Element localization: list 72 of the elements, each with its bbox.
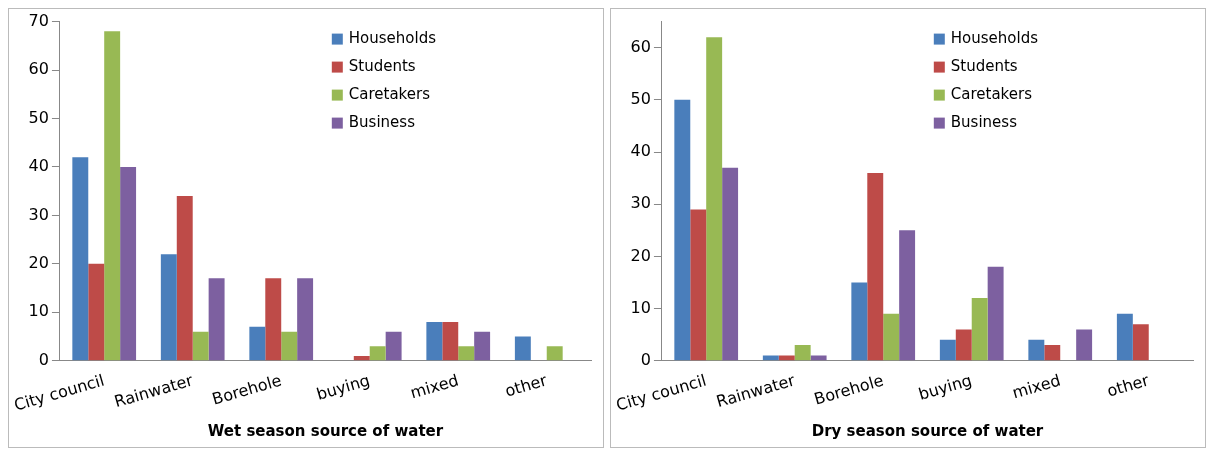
legend-label: Households (950, 29, 1039, 48)
y-tick-label: 40 (28, 156, 49, 176)
legend-label: Caretakers (950, 85, 1033, 104)
bar (987, 266, 1004, 361)
bar (1044, 345, 1061, 361)
bar (249, 326, 266, 361)
bar (971, 298, 988, 361)
bar (104, 31, 121, 361)
bar (474, 331, 491, 361)
x-tick-label: other (502, 370, 550, 401)
bar (883, 313, 900, 361)
y-tick-label: 0 (38, 349, 49, 369)
y-tick-label: 50 (630, 89, 651, 109)
bar (192, 331, 209, 361)
bar (674, 99, 691, 361)
y-tick-label: 10 (630, 297, 651, 317)
y-tick-label: 70 (28, 10, 49, 30)
y-tick-label: 30 (630, 193, 651, 213)
bar (297, 278, 314, 361)
y-tick-label: 40 (630, 141, 651, 161)
bar (176, 196, 193, 361)
y-tick-label: 0 (640, 349, 651, 369)
x-tick-label: mixed (408, 370, 461, 403)
bar (514, 336, 531, 361)
y-tick-label: 50 (28, 107, 49, 127)
legend-label: Students (950, 57, 1018, 76)
legend-label: Students (348, 57, 416, 76)
bar (1076, 329, 1093, 361)
bar (369, 346, 386, 361)
legend-label: Households (348, 29, 437, 48)
y-tick-label: 30 (28, 204, 49, 224)
y-tick-label: 60 (28, 59, 49, 79)
bar (546, 346, 563, 361)
legend-label: Business (950, 113, 1018, 132)
x-tick-label: City council (11, 370, 107, 415)
x-tick-label: mixed (1010, 370, 1063, 403)
bar (88, 263, 105, 361)
legend-label: Caretakers (348, 85, 431, 104)
bar (353, 355, 370, 361)
bar (1116, 313, 1133, 361)
y-tick-label: 10 (28, 301, 49, 321)
bar (281, 331, 298, 361)
legend-label: Business (348, 113, 416, 132)
bar (1132, 324, 1149, 361)
bar (160, 254, 177, 361)
bar (851, 282, 868, 361)
bar (899, 230, 916, 361)
bar (208, 278, 225, 361)
bar (690, 209, 707, 361)
bar (458, 346, 475, 361)
bar (794, 345, 811, 361)
bar (72, 157, 89, 361)
bar (426, 321, 443, 361)
bar (722, 167, 739, 361)
bar (706, 37, 723, 361)
y-tick-label: 20 (630, 245, 651, 265)
y-tick-label: 60 (630, 36, 651, 56)
x-axis-title: Dry season source of water (811, 421, 1044, 440)
y-tick-label: 20 (28, 252, 49, 272)
bar (939, 339, 956, 361)
x-tick-label: City council (613, 370, 709, 415)
bar (955, 329, 972, 361)
bar (265, 278, 282, 361)
bar (120, 166, 137, 361)
bar (867, 172, 884, 361)
x-tick-label: buying (916, 370, 974, 404)
x-axis-title: Wet season source of water (207, 421, 444, 440)
bar (385, 331, 402, 361)
bar (442, 321, 459, 361)
bar (1028, 339, 1045, 361)
x-tick-label: buying (314, 370, 372, 404)
x-tick-label: other (1104, 370, 1152, 401)
